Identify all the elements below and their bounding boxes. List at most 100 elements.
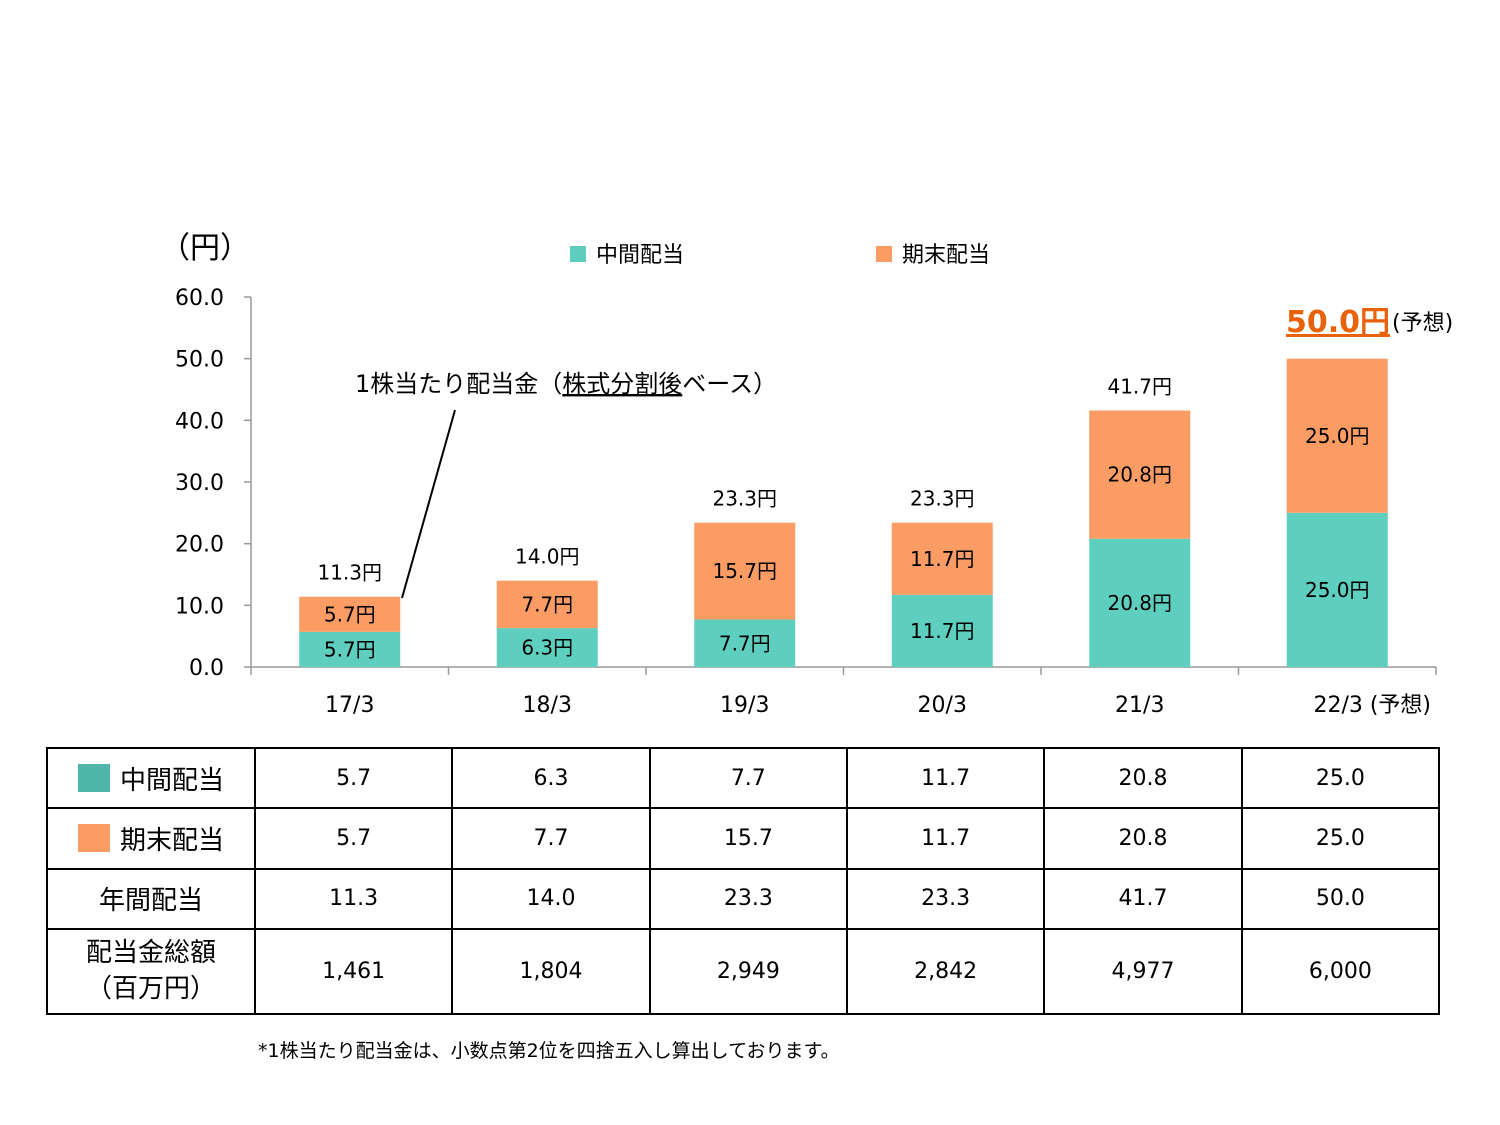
y-tick-label: 60.0 xyxy=(175,286,224,311)
bar-segment-interim xyxy=(299,631,401,667)
bar-segment-year-end xyxy=(299,596,401,632)
bar-total-label: 23.3円 xyxy=(712,487,777,511)
table-cell: 1,804 xyxy=(451,928,651,1015)
legend-label-year-end: 期末配当 xyxy=(902,243,990,268)
bar-total-label: 14.0円 xyxy=(515,545,580,569)
y-tick-label: 40.0 xyxy=(175,409,224,434)
dividend-table: 中間配当 5.7 6.3 7.7 11.7 20.8 25.0 期末配当 5.7… xyxy=(46,746,1441,1015)
bar-segment-interim xyxy=(891,594,993,667)
legend-label-interim: 中間配当 xyxy=(596,243,684,268)
bar-label-year-end: 25.0円 xyxy=(1305,424,1370,448)
annotation-suffix: ベース） xyxy=(682,370,777,398)
dividend-chart: （円） 中間配当 期末配当 0.0 10.0 20.0 30.0 40.0 50.0 60.… xyxy=(160,231,1453,718)
y-unit-label: （円） xyxy=(160,231,250,266)
table-cell: 15.7 xyxy=(648,807,848,870)
y-tick-label: 30.0 xyxy=(175,471,224,496)
table-cell: 6,000 xyxy=(1240,928,1441,1015)
bar-label-interim: 7.7円 xyxy=(719,631,771,655)
forecast-callout: 50.0円 (予想) xyxy=(1286,305,1453,340)
table-cell: 4,977 xyxy=(1043,928,1243,1015)
row-label-line2: （百万円） xyxy=(85,973,216,1004)
bar-label-interim: 6.3円 xyxy=(521,636,573,660)
data-labels: 5.7円 5.7円 11.3円 6.3円 7.7円 14.0円 7.7円 15.7円 23.3円… xyxy=(317,374,1369,661)
legend-swatch-interim xyxy=(570,246,586,262)
table-row-interim: 中間配当 5.7 6.3 7.7 11.7 20.8 25.0 xyxy=(46,746,1441,810)
x-tick-label: 19/3 xyxy=(720,693,769,718)
bar-total-label: 23.3円 xyxy=(910,487,975,511)
table-cell: 25.0 xyxy=(1240,746,1441,810)
bar-label-interim: 5.7円 xyxy=(324,637,376,661)
table-cell: 23.3 xyxy=(648,867,848,931)
row-label-year-end: 期末配当 xyxy=(46,807,256,870)
bar-label-year-end: 7.7円 xyxy=(521,592,573,616)
table-cell: 14.0 xyxy=(451,867,651,931)
bar-segment-interim xyxy=(1286,512,1388,667)
bar-segment-year-end xyxy=(1286,358,1388,513)
table-row-total-amount: 配当金総額 （百万円） 1,461 1,804 2,949 2,842 4,97… xyxy=(46,928,1441,1015)
table-cell: 50.0 xyxy=(1240,867,1441,931)
table-cell: 11.7 xyxy=(845,807,1046,870)
x-tick-label: 21/3 xyxy=(1115,693,1164,718)
bars xyxy=(299,358,1388,667)
legend-swatch-year-end xyxy=(876,246,892,262)
bar-segment-interim xyxy=(694,619,796,667)
x-tick-label: 20/3 xyxy=(918,693,967,718)
legend: 中間配当 期末配当 xyxy=(570,243,990,268)
bar-total-label: 41.7円 xyxy=(1107,374,1172,398)
annotation-prefix: 1株当たり配当金（ xyxy=(355,370,562,398)
annotation: 1株当たり配当金（株式分割後ベース） xyxy=(355,370,777,599)
bar-label-interim: 25.0円 xyxy=(1305,578,1370,602)
bar-segment-year-end xyxy=(694,522,796,620)
bar-segment-year-end xyxy=(1089,410,1191,539)
table-cell: 7.7 xyxy=(648,746,848,810)
table-cell: 6.3 xyxy=(451,746,651,810)
y-axis: 0.0 10.0 20.0 30.0 40.0 50.0 60.0 xyxy=(175,286,252,681)
annotation-pointer xyxy=(401,409,456,599)
bar-label-year-end: 20.8円 xyxy=(1107,463,1172,487)
bar-label-year-end: 5.7円 xyxy=(324,602,376,626)
year-end-swatch xyxy=(77,824,110,853)
annotation-underlined: 株式分割後 xyxy=(562,370,682,398)
table-cell: 2,842 xyxy=(845,928,1046,1015)
row-label-interim: 中間配当 xyxy=(46,746,256,810)
row-label-annual: 年間配当 xyxy=(46,867,256,931)
table-cell: 25.0 xyxy=(1240,807,1441,870)
row-label-total-amount: 配当金総額 （百万円） xyxy=(46,928,256,1015)
bar-label-year-end: 15.7円 xyxy=(712,559,777,583)
forecast-note: (予想) xyxy=(1392,311,1453,336)
y-tick-label: 50.0 xyxy=(175,348,224,373)
y-tick-label: 20.0 xyxy=(175,533,224,558)
y-tick-label: 0.0 xyxy=(189,656,224,681)
table-cell: 20.8 xyxy=(1043,807,1243,870)
interim-swatch xyxy=(77,764,110,793)
bar-label-year-end: 11.7円 xyxy=(910,547,975,571)
table-cell: 23.3 xyxy=(845,867,1046,931)
y-tick-label: 10.0 xyxy=(175,594,224,619)
table-cell: 2,949 xyxy=(648,928,848,1015)
bar-segment-interim xyxy=(496,628,598,667)
forecast-total-label: 50.0円 xyxy=(1286,305,1390,340)
row-label-line1: 配当金総額 xyxy=(85,938,216,969)
x-tick-label: 17/3 xyxy=(325,693,374,718)
table-row-year-end: 期末配当 5.7 7.7 15.7 11.7 20.8 25.0 xyxy=(46,807,1441,870)
bar-label-interim: 20.8円 xyxy=(1107,591,1172,615)
bar-segment-year-end xyxy=(496,580,598,629)
x-axis: 17/3 18/3 19/3 20/3 21/3 22/3 (予想) xyxy=(250,666,1437,718)
bar-total-label: 11.3円 xyxy=(317,561,382,585)
row-label-text: 中間配当 xyxy=(119,765,224,796)
annotation-text: 1株当たり配当金（株式分割後ベース） xyxy=(355,370,777,398)
table-cell: 5.7 xyxy=(253,746,454,810)
bar-segment-interim xyxy=(1089,538,1191,667)
table-cell: 11.3 xyxy=(253,867,454,931)
bar-segment-year-end xyxy=(891,522,993,595)
table-cell: 11.7 xyxy=(845,746,1046,810)
row-label-text: 期末配当 xyxy=(119,825,224,856)
table-cell: 1,461 xyxy=(253,928,454,1015)
table-row-annual: 年間配当 11.3 14.0 23.3 23.3 41.7 50.0 xyxy=(46,867,1441,931)
footnote: *1株当たり配当金は、小数点第2位を四捨五入し算出しております。 xyxy=(258,1040,840,1062)
table-cell: 20.8 xyxy=(1043,746,1243,810)
x-tick-label: 18/3 xyxy=(523,693,572,718)
x-tick-label: 22/3 (予想) xyxy=(1313,693,1431,718)
table-cell: 5.7 xyxy=(253,807,454,870)
bar-label-interim: 11.7円 xyxy=(910,619,975,643)
